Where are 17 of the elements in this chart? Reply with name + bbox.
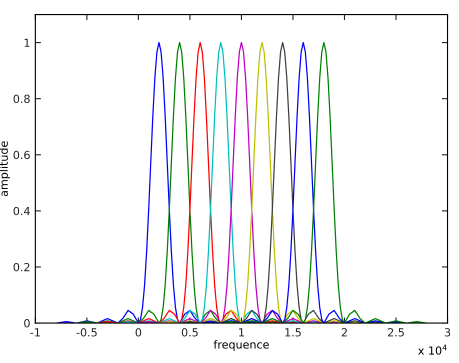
x-tick-label: -0.5	[76, 328, 97, 337]
x-tick-label: 2.5	[388, 328, 404, 337]
x-tick-label: 3	[444, 328, 450, 337]
y-tick-label: 1	[24, 38, 30, 47]
text: x 10$^{4}$	[418, 344, 447, 355]
x-tick-label: 1.5	[285, 328, 301, 337]
y-tick-label: 0.2	[14, 262, 30, 272]
x-tick-label: 0	[136, 328, 142, 337]
x-tick-label: 2	[342, 328, 347, 336]
y-tick-label: 0.8	[14, 94, 30, 104]
y-tick-label: 0.4	[14, 206, 30, 216]
x-tick-label: -1	[30, 328, 40, 336]
y-tick-label: 0	[24, 319, 30, 328]
x-tick-label: 0.5	[182, 328, 198, 337]
y-tick-label: 0.6	[14, 150, 30, 160]
x-axis-title: frequence	[214, 340, 269, 351]
x-tick-label: 1	[239, 328, 244, 336]
